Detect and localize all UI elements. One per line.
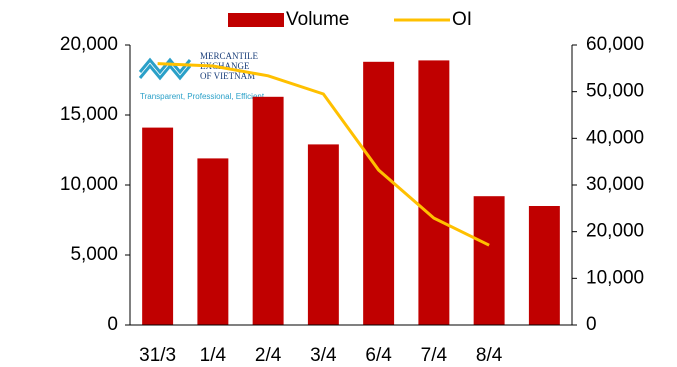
logo-text: MERCANTILE bbox=[200, 51, 258, 61]
y2-tick-label: 30,000 bbox=[586, 174, 644, 195]
x-tick-label: 3/4 bbox=[310, 345, 337, 366]
bar bbox=[197, 158, 229, 325]
y2-tick-label: 50,000 bbox=[586, 81, 644, 102]
legend-label: OI bbox=[452, 9, 472, 30]
y2-tick-label: 40,000 bbox=[586, 127, 644, 148]
y2-tick-label: 0 bbox=[586, 314, 597, 335]
y2-tick-label: 60,000 bbox=[586, 34, 644, 55]
logo: MERCANTILE EXCHANGE OF VIETNAM Transpare… bbox=[138, 51, 265, 101]
y-tick-label: 5,000 bbox=[70, 244, 118, 265]
line bbox=[157, 62, 490, 247]
bar bbox=[473, 196, 505, 325]
bar bbox=[418, 60, 450, 326]
y-tick-label: 0 bbox=[107, 314, 118, 335]
bar bbox=[142, 127, 174, 325]
legend-swatch bbox=[228, 13, 284, 27]
x-tick-label: 1/4 bbox=[200, 345, 227, 366]
y2-tick-label: 10,000 bbox=[586, 267, 644, 288]
bar bbox=[307, 144, 339, 325]
y2-tick-label: 20,000 bbox=[586, 221, 644, 242]
y-tick-label: 20,000 bbox=[60, 34, 118, 55]
y-tick-label: 10,000 bbox=[60, 174, 118, 195]
logo-mark bbox=[138, 57, 192, 81]
x-tick-label: 8/4 bbox=[476, 345, 503, 366]
bar bbox=[363, 61, 395, 326]
x-tick-label: 31/3 bbox=[139, 345, 176, 366]
legend-label: Volume bbox=[286, 9, 349, 30]
y-tick-label: 15,000 bbox=[60, 104, 118, 125]
x-tick-label: 7/4 bbox=[421, 345, 448, 366]
logo-text: EXCHANGE bbox=[200, 61, 250, 71]
bar bbox=[528, 206, 560, 325]
bar bbox=[252, 96, 284, 325]
logo-tagline: Transparent, Professional, Efficient bbox=[140, 92, 265, 101]
x-tick-label: 2/4 bbox=[255, 345, 282, 366]
x-tick-label: 6/4 bbox=[365, 345, 392, 366]
logo-text: OF VIETNAM bbox=[200, 71, 255, 81]
